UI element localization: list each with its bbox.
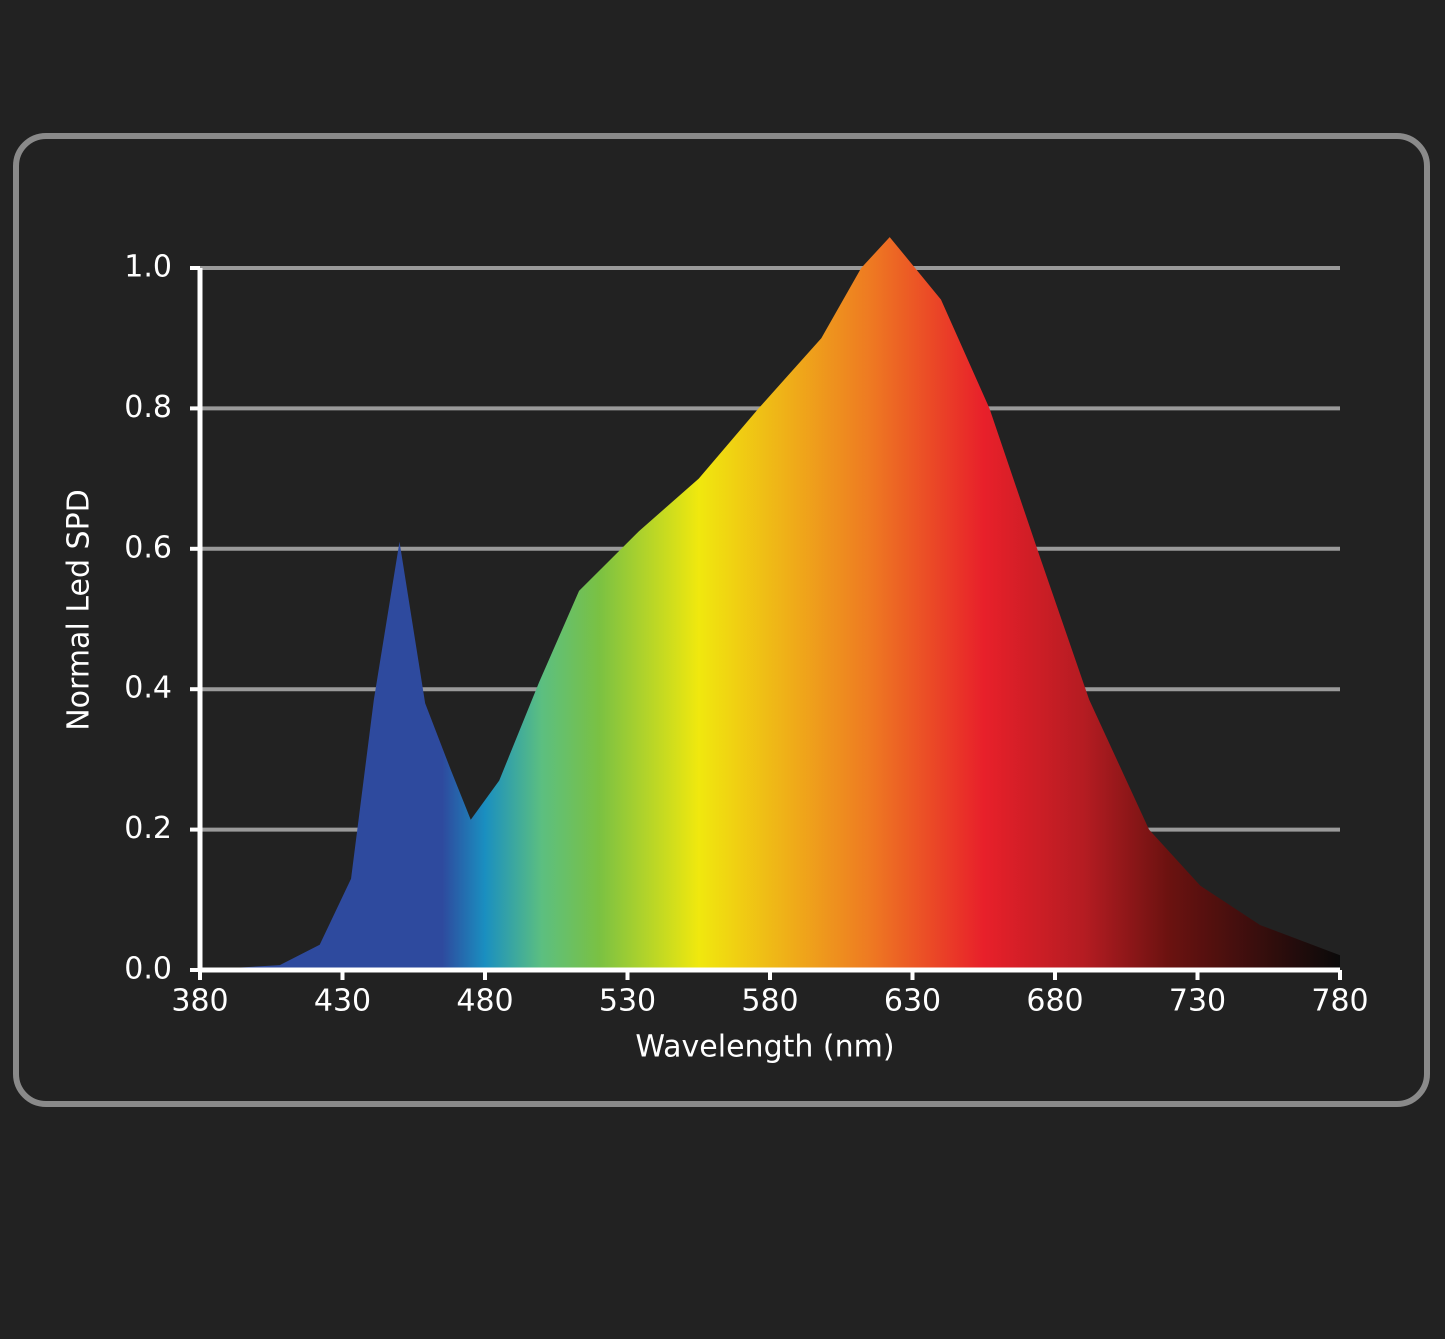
x-tick-label: 480 xyxy=(456,984,513,1019)
y-tick-label: 0.0 xyxy=(124,952,172,987)
spectrum-area xyxy=(200,237,1340,970)
y-axis-title: Normal Led SPD xyxy=(62,489,97,731)
y-tick-label: 0.4 xyxy=(124,671,172,706)
x-tick-label: 580 xyxy=(741,984,798,1019)
frame xyxy=(13,133,1430,1107)
x-tick-label: 430 xyxy=(314,984,371,1019)
x-tick-label: 380 xyxy=(171,984,228,1019)
x-axis-title: Wavelength (nm) xyxy=(635,1030,894,1065)
y-tick-label: 1.0 xyxy=(124,250,172,285)
x-tick-label: 680 xyxy=(1026,984,1083,1019)
y-tick-label: 0.8 xyxy=(124,390,172,425)
x-tick-label: 780 xyxy=(1311,984,1368,1019)
y-tick-label: 0.2 xyxy=(124,811,172,846)
x-tick-label: 730 xyxy=(1169,984,1226,1019)
y-tick-label: 0.6 xyxy=(124,530,172,565)
x-tick-label: 630 xyxy=(884,984,941,1019)
x-tick-label: 530 xyxy=(599,984,656,1019)
